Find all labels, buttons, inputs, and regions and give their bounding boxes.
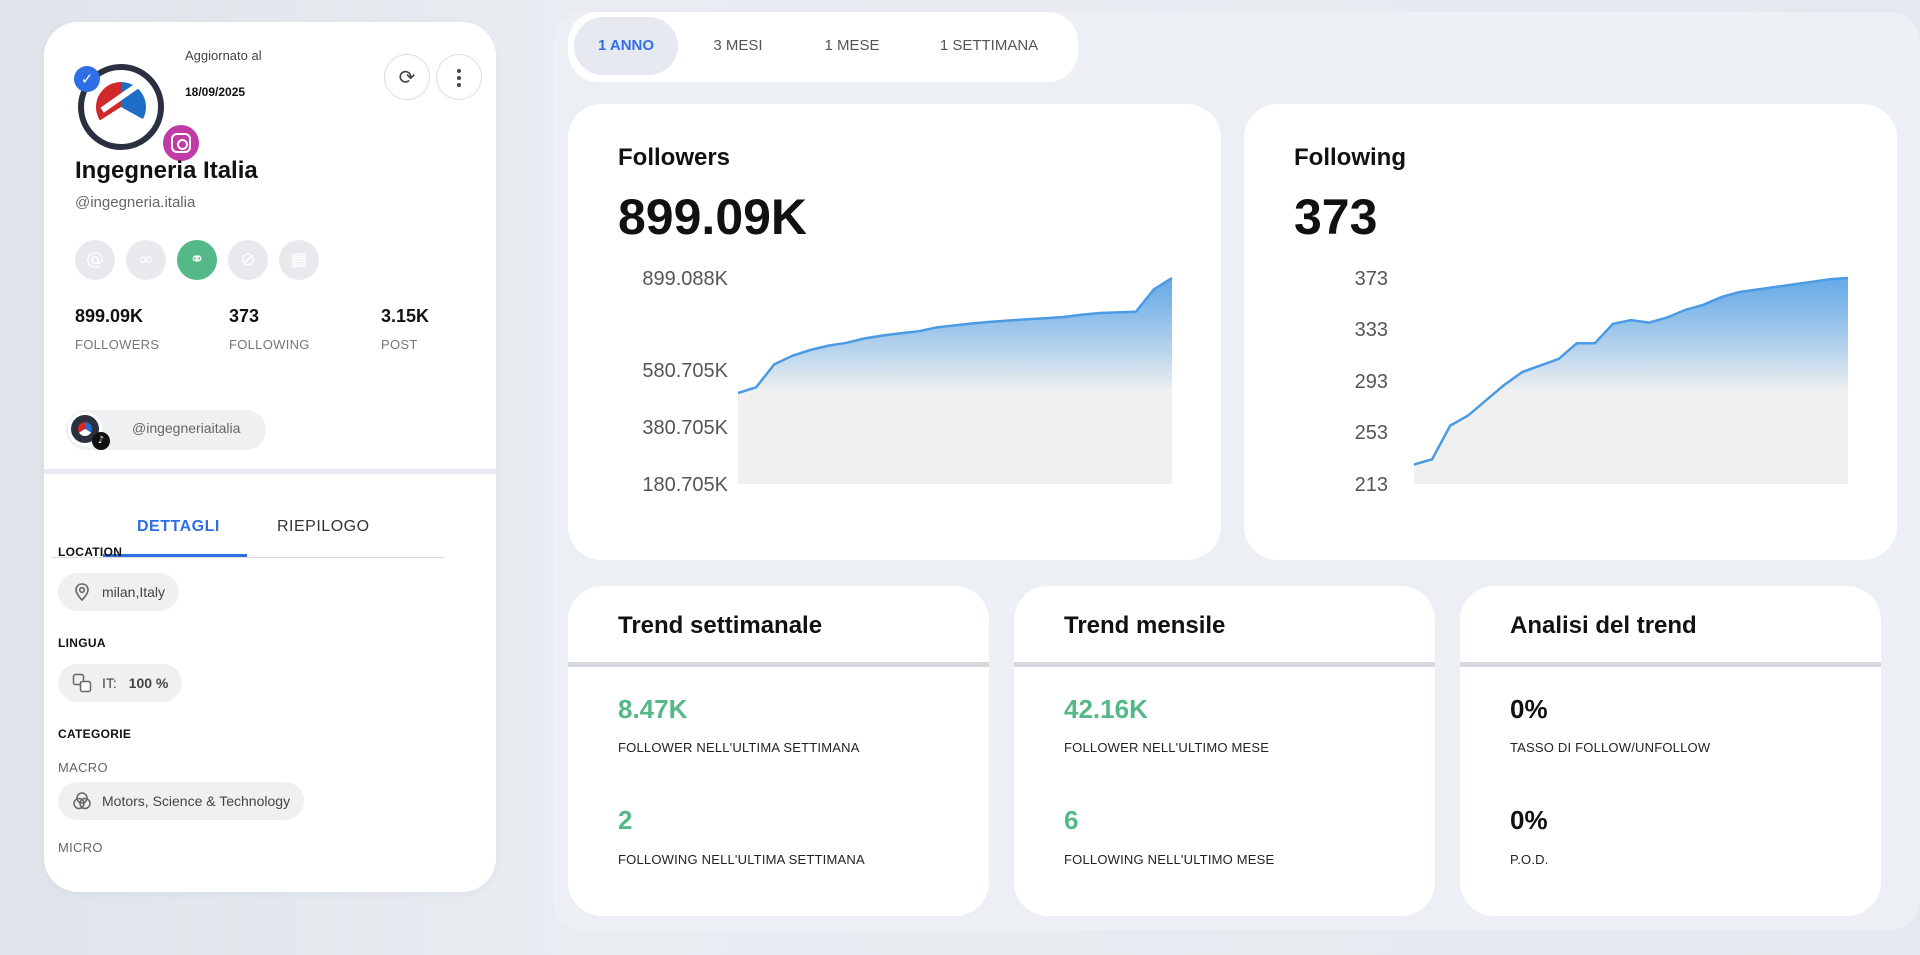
- chart-area: [738, 278, 1172, 484]
- trend-monthly-card: Trend mensile 42.16K FOLLOWER NELL'ULTIM…: [1014, 586, 1435, 916]
- calendar-icon[interactable]: ▦: [279, 240, 319, 280]
- location-chip: milan,Italy: [58, 573, 180, 611]
- trend-value: 0%: [1510, 805, 1548, 835]
- following-card-title: Following: [1294, 144, 1406, 171]
- chart-area: [1414, 278, 1848, 484]
- updated-date: 18/09/2025: [185, 85, 246, 99]
- stat-followers: 899.09K FOLLOWERS: [75, 306, 159, 352]
- trend-analysis-card: Analisi del trend 0% TASSO DI FOLLOW/UNF…: [1460, 586, 1881, 916]
- tab-riepilogo[interactable]: RIEPILOGO: [277, 518, 370, 535]
- refresh-icon: ⟳: [398, 65, 416, 89]
- range-3-mesi[interactable]: 3 MESI: [713, 37, 763, 54]
- range-1-settimana[interactable]: 1 SETTIMANA: [939, 37, 1039, 54]
- y-tick-label: 380.705K: [642, 417, 728, 439]
- linked-account-chip[interactable]: ♪ @ingegneriaitalia: [66, 410, 266, 450]
- following-card-value: 373: [1294, 189, 1378, 245]
- more-options-button[interactable]: [436, 54, 482, 100]
- more-vertical-icon: [437, 55, 481, 87]
- stat-value: 373: [229, 306, 260, 326]
- time-range-selector: 1 ANNO 3 MESI 1 MESE 1 SETTIMANA: [568, 12, 1078, 82]
- y-tick-label: 373: [1355, 268, 1388, 290]
- following-chart: 373 333 293 253 213: [1355, 268, 1849, 496]
- active-tab-indicator: [103, 554, 247, 557]
- profile-name: Ingegneria Italia: [75, 157, 258, 184]
- refresh-button[interactable]: ⟳: [384, 54, 430, 100]
- location-title: LOCATION: [58, 545, 123, 559]
- followers-card: Followers 899.09K 899.088K 580.705K 380.70…: [568, 104, 1221, 560]
- stat-following: 373 FOLLOWING: [229, 306, 310, 352]
- verified-icon: ✓: [74, 66, 100, 92]
- divider: [44, 469, 496, 474]
- translate-icon: [72, 673, 92, 693]
- stat-label: FOLLOWING: [229, 337, 310, 352]
- trend-label: FOLLOWING NELL'ULTIMA SETTIMANA: [618, 852, 865, 867]
- categories-title: CATEGORIE: [58, 727, 132, 741]
- trend-label: P.O.D.: [1510, 852, 1549, 867]
- language-code: IT:: [102, 675, 117, 691]
- trend-value: 8.47K: [618, 694, 688, 724]
- trend-value: 42.16K: [1064, 694, 1148, 724]
- card-divider: [1460, 662, 1881, 667]
- profile-avatar[interactable]: ✓: [74, 44, 214, 164]
- followers-card-title: Followers: [618, 144, 731, 171]
- meta-icon[interactable]: ∞: [126, 240, 166, 280]
- following-card: Following 373 373 333 293 253 213: [1244, 104, 1897, 560]
- card-divider: [568, 662, 989, 667]
- card-divider: [1014, 662, 1435, 667]
- location-pin-icon: [75, 583, 89, 602]
- trend-value: 0%: [1510, 694, 1548, 724]
- y-tick-label: 333: [1355, 319, 1388, 341]
- macro-category-chip: Motors, Science & Technology: [58, 782, 305, 820]
- stat-label: FOLLOWERS: [75, 337, 160, 352]
- y-tick-label: 580.705K: [642, 360, 728, 382]
- followers-chart: 899.088K 580.705K 380.705K 180.705K: [642, 268, 1173, 496]
- micro-label: MICRO: [58, 840, 103, 855]
- stat-value: 3.15K: [381, 306, 430, 326]
- language-percent: 100 %: [128, 675, 169, 691]
- language-chip: IT: 100 %: [58, 664, 183, 702]
- trend-value: 6: [1064, 805, 1079, 835]
- y-tick-label: 213: [1355, 474, 1388, 496]
- stat-post: 3.15K POST: [381, 306, 429, 352]
- updated-label: Aggiornato al: [185, 48, 262, 63]
- language-title: LINGUA: [58, 636, 106, 650]
- trend-label: FOLLOWER NELL'ULTIMA SETTIMANA: [618, 740, 860, 755]
- tiktok-icon: ♪: [92, 432, 110, 450]
- no-ads-icon[interactable]: ⊘: [228, 240, 268, 280]
- stat-value: 899.09K: [75, 306, 144, 326]
- instagram-icon: [160, 122, 202, 164]
- location-value: milan,Italy: [102, 584, 166, 600]
- y-tick-label: 899.088K: [642, 268, 728, 290]
- platform-icons: @ ∞ ⚭ ⊘ ▦: [75, 240, 319, 280]
- tab-divider: [52, 557, 444, 558]
- y-tick-label: 253: [1355, 422, 1388, 444]
- profile-card: ✓ Aggiornato al 18/09/2025 ⟳ Ingegneria …: [44, 22, 496, 892]
- trend-label: TASSO DI FOLLOW/UNFOLLOW: [1510, 740, 1711, 755]
- macro-category-value: Motors, Science & Technology: [102, 793, 291, 809]
- tab-dettagli[interactable]: DETTAGLI: [137, 518, 220, 535]
- trend-value: 2: [618, 805, 633, 835]
- categories-icon[interactable]: ⚭: [177, 240, 217, 280]
- macro-label: MACRO: [58, 760, 108, 775]
- trend-card-title: Analisi del trend: [1510, 612, 1697, 639]
- trend-card-title: Trend mensile: [1064, 612, 1226, 639]
- categories-icon: [73, 792, 91, 810]
- trend-card-title: Trend settimanale: [618, 612, 823, 639]
- linked-handle: @ingegneriaitalia: [132, 420, 241, 436]
- profile-handle: @ingegneria.italia: [75, 194, 196, 211]
- range-1-mese[interactable]: 1 MESE: [824, 37, 880, 54]
- y-tick-label: 180.705K: [642, 474, 728, 496]
- range-1-anno[interactable]: 1 ANNO: [574, 17, 678, 75]
- followers-card-value: 899.09K: [618, 189, 808, 245]
- trend-label: FOLLOWING NELL'ULTIMO MESE: [1064, 852, 1275, 867]
- trend-label: FOLLOWER NELL'ULTIMO MESE: [1064, 740, 1270, 755]
- trend-weekly-card: Trend settimanale 8.47K FOLLOWER NELL'UL…: [568, 586, 989, 916]
- y-tick-label: 293: [1355, 371, 1388, 393]
- stat-label: POST: [381, 337, 418, 352]
- threads-icon[interactable]: @: [75, 240, 115, 280]
